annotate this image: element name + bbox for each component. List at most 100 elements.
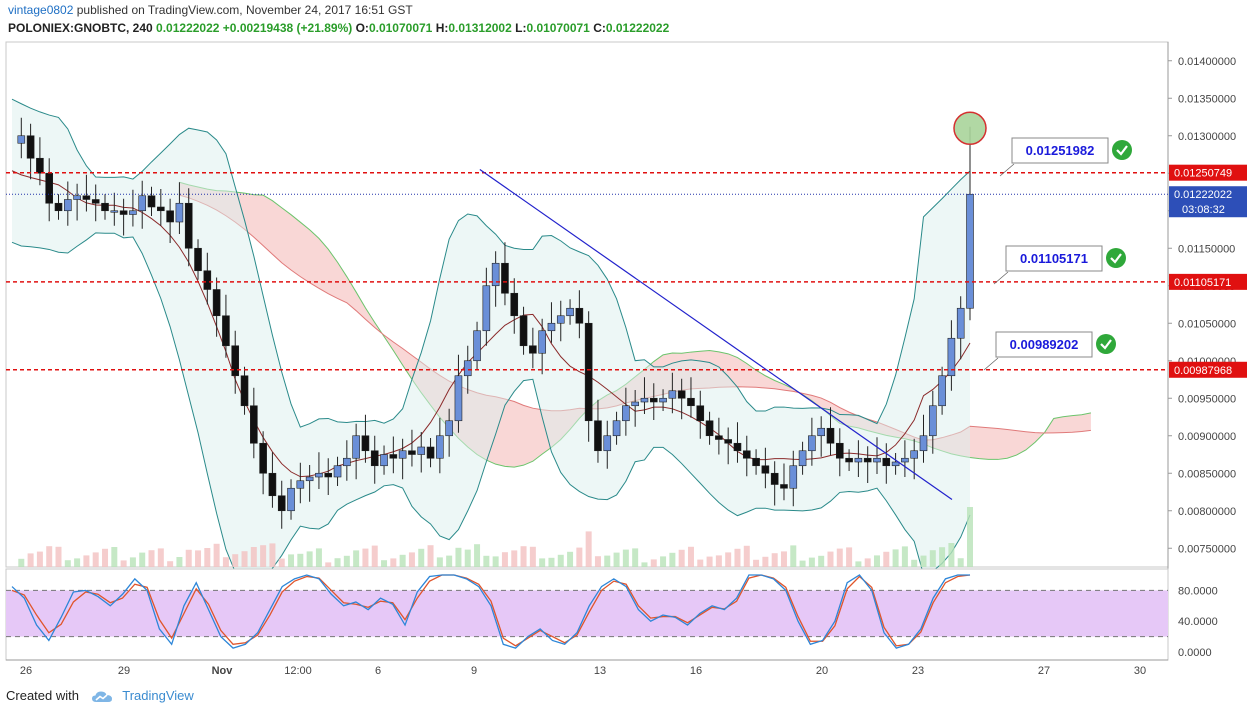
published-text: published on TradingView.com, November 2… bbox=[76, 3, 413, 17]
volume-bar bbox=[771, 553, 778, 567]
high-label: H: bbox=[435, 21, 449, 35]
axis-tick-label: 0.01350000 bbox=[1178, 93, 1236, 105]
volume-bar bbox=[55, 546, 62, 567]
time-axis: 26 29 Nov 12:00 6 9 13 16 20 23 27 30 bbox=[6, 659, 1168, 677]
volume-bar bbox=[799, 560, 806, 567]
volume-bar bbox=[948, 543, 955, 567]
candle-body bbox=[826, 427, 835, 444]
candle-body bbox=[26, 135, 35, 159]
candle-body bbox=[473, 330, 481, 362]
low-value: 0.01070071 bbox=[526, 21, 590, 35]
volume-bar bbox=[762, 556, 769, 567]
check-circle-icon bbox=[1106, 248, 1126, 268]
ohlc-legend: POLONIEX:GNOBTC, 240 0.01222022 +0.00219… bbox=[8, 21, 669, 35]
candle-body bbox=[184, 202, 193, 249]
volume-bar bbox=[790, 545, 797, 567]
candle-body bbox=[45, 172, 54, 204]
candle-body bbox=[919, 435, 928, 452]
volume-bar bbox=[241, 551, 248, 567]
candle-body bbox=[361, 435, 370, 452]
axis-tick-label: 0.00750000 bbox=[1178, 543, 1236, 555]
volume-bar bbox=[650, 559, 657, 567]
candle-body bbox=[259, 442, 267, 474]
volume-bar bbox=[139, 552, 146, 567]
stoch-axis-label: 80.0000 bbox=[1178, 585, 1218, 597]
volume-bar bbox=[967, 507, 973, 567]
volume-bar bbox=[371, 545, 378, 567]
candle-body bbox=[761, 465, 770, 474]
candle-body bbox=[873, 457, 881, 463]
volume-bar bbox=[176, 557, 183, 567]
candle-body bbox=[138, 195, 147, 212]
volume-bar bbox=[715, 555, 722, 567]
time-tick-label: 20 bbox=[816, 665, 828, 677]
volume-bar bbox=[557, 554, 564, 567]
stoch-axis-label: 0.0000 bbox=[1178, 647, 1212, 659]
volume-bar bbox=[325, 562, 332, 567]
volume-bar bbox=[167, 561, 174, 567]
volume-bar bbox=[18, 558, 25, 567]
created-with-text: Created with bbox=[6, 688, 79, 703]
candle-body bbox=[398, 450, 407, 459]
volume-bar bbox=[846, 547, 853, 567]
candle-body bbox=[612, 420, 621, 437]
candle-body bbox=[566, 307, 574, 317]
volume-bar bbox=[306, 551, 313, 567]
volume-bar bbox=[780, 551, 787, 567]
candle-body bbox=[101, 202, 109, 212]
volume-bar bbox=[669, 552, 676, 567]
time-tick-label: 27 bbox=[1038, 665, 1050, 677]
volume-bar bbox=[501, 552, 508, 567]
volume-bar bbox=[529, 546, 536, 567]
candle-body bbox=[212, 289, 221, 317]
volume-bar bbox=[687, 546, 694, 567]
time-tick-label: 26 bbox=[20, 665, 32, 677]
volume-bar bbox=[641, 562, 648, 567]
volume-bar bbox=[334, 558, 341, 567]
volume-bar bbox=[818, 555, 825, 567]
volume-bar bbox=[232, 554, 239, 567]
candle-body bbox=[966, 193, 974, 309]
volume-bar bbox=[427, 545, 434, 567]
close-value: 0.01222022 bbox=[605, 21, 670, 35]
volume-bar bbox=[678, 549, 685, 567]
resistance-levels bbox=[6, 171, 1168, 371]
candle-body bbox=[519, 315, 528, 347]
candle-body bbox=[501, 262, 509, 294]
candle-body bbox=[250, 405, 258, 444]
volume-bar bbox=[511, 550, 518, 567]
candle-body bbox=[445, 420, 453, 437]
candle-body bbox=[343, 457, 351, 467]
volume-bar bbox=[390, 558, 397, 567]
time-tick-label: 6 bbox=[375, 665, 381, 677]
volume-bar bbox=[269, 543, 276, 567]
candle-body bbox=[91, 199, 100, 204]
volume-bar bbox=[706, 556, 713, 567]
candle-body bbox=[556, 315, 565, 324]
tradingview-link[interactable]: TradingView bbox=[122, 688, 194, 703]
volume-bar bbox=[446, 555, 453, 567]
candle-body bbox=[370, 450, 379, 467]
axis-tick-label: 0.01150000 bbox=[1178, 243, 1235, 255]
author-link[interactable]: vintage0802 bbox=[8, 3, 74, 17]
time-tick-label: 30 bbox=[1134, 665, 1146, 677]
level-price-tag-label: 0.01105171 bbox=[1174, 277, 1231, 289]
volume-bar bbox=[27, 553, 34, 567]
volume-bar bbox=[278, 558, 285, 567]
check-circle-icon bbox=[1096, 334, 1116, 354]
volume-bar bbox=[576, 547, 583, 567]
candle-body bbox=[733, 442, 742, 452]
candle-body bbox=[203, 270, 212, 290]
candle-body bbox=[333, 465, 342, 478]
callout-value: 0.00989202 bbox=[1010, 337, 1079, 352]
volume-bar bbox=[204, 548, 211, 567]
candle-body bbox=[352, 435, 360, 459]
volume-bar bbox=[808, 557, 815, 567]
trendline-group bbox=[479, 111, 987, 500]
bollinger-bands bbox=[11, 98, 971, 586]
stoch-axis-label: 40.0000 bbox=[1178, 616, 1218, 628]
candle-body bbox=[956, 307, 965, 339]
volume-bar bbox=[111, 547, 118, 567]
volume-bar bbox=[883, 551, 890, 567]
